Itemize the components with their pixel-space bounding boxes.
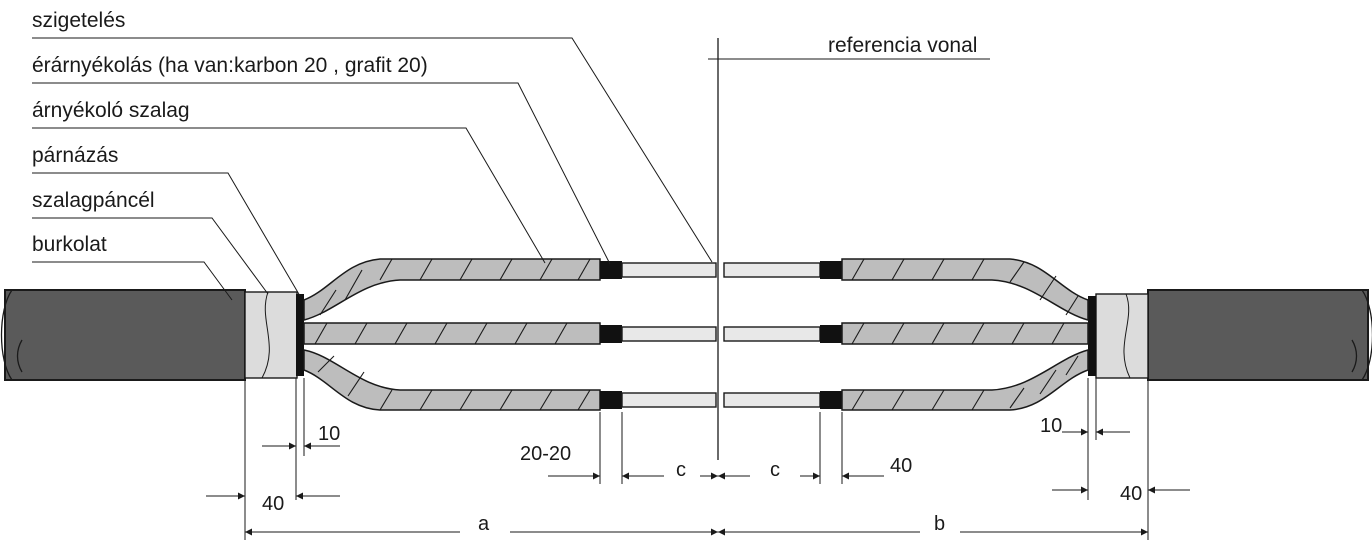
- label-reference-line: referencia vonal: [828, 34, 977, 57]
- dim-b: b: [934, 513, 945, 535]
- right-lower-core: [723, 349, 1089, 411]
- label-screen-tape: árnyékoló szalag: [32, 99, 190, 122]
- dim-10-right: 10: [1040, 415, 1062, 437]
- dimension-arrows: [206, 428, 1190, 536]
- label-sheath: burkolat: [32, 233, 107, 256]
- dim-40-mid: 40: [890, 455, 912, 477]
- dim-c-left: c: [676, 459, 686, 481]
- dim-40-right: 40: [1120, 483, 1142, 505]
- right-middle-core: [723, 322, 1089, 345]
- dim-20-20: 20-20: [520, 443, 571, 465]
- label-bedding: párnázás: [32, 144, 118, 167]
- dim-c-right: c: [770, 459, 780, 481]
- left-sheath: [0, 289, 246, 381]
- left-middle-core: [303, 322, 717, 345]
- left-upper-core: [303, 258, 717, 321]
- dim-10-left: 10: [318, 423, 340, 445]
- right-bedding-ring: [1088, 296, 1096, 376]
- right-armour: [1095, 293, 1149, 379]
- label-leaders: [32, 37, 713, 301]
- left-bedding-ring: [296, 294, 304, 376]
- dim-40-left: 40: [262, 493, 284, 515]
- label-insulation: szigetelés: [32, 9, 125, 32]
- label-armour: szalagpáncél: [32, 189, 155, 212]
- left-armour: [244, 291, 298, 379]
- right-upper-core: [723, 258, 1089, 321]
- left-lower-core: [303, 349, 717, 411]
- label-semicon-screen: érárnyékolás (ha van:karbon 20 , grafit …: [32, 54, 428, 77]
- dim-a: a: [478, 513, 490, 535]
- right-sheath: [1147, 289, 1372, 381]
